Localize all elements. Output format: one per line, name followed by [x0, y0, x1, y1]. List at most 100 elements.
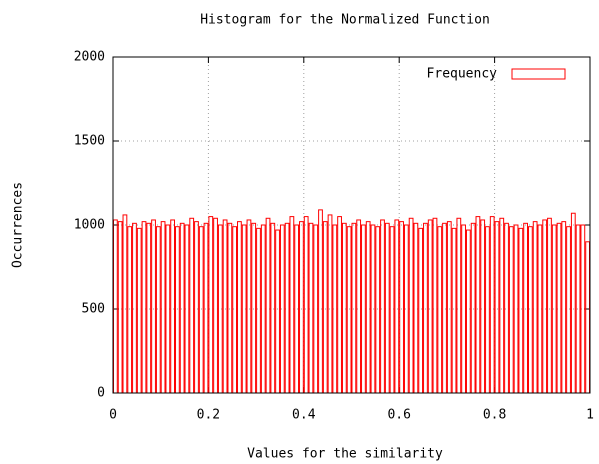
bar: [499, 217, 505, 394]
bar: [480, 219, 486, 394]
x-tick-label: 0.6: [387, 408, 410, 423]
bar: [489, 216, 495, 394]
bar: [446, 221, 452, 394]
bar: [418, 227, 424, 394]
bar: [208, 216, 214, 394]
bar: [561, 221, 567, 394]
bar: [485, 226, 490, 394]
bar: [136, 227, 142, 394]
x-tick-label: 1: [586, 408, 594, 423]
x-tick-label: 0: [109, 408, 117, 423]
bar: [556, 222, 562, 394]
bar: [194, 221, 199, 394]
bar: [566, 226, 571, 394]
bar: [270, 222, 276, 394]
bar: [551, 224, 557, 394]
bar: [356, 219, 362, 394]
bar: [394, 219, 400, 394]
bar: [237, 221, 242, 394]
bar: [432, 217, 438, 394]
x-tick-label: 0.8: [483, 408, 506, 423]
bar: [117, 221, 123, 394]
bar: [570, 212, 576, 394]
bar: [341, 222, 347, 394]
bar: [132, 222, 137, 394]
bar: [351, 222, 357, 394]
legend-swatch: [511, 68, 566, 80]
y-tick-label: 1500: [74, 134, 105, 149]
y-tick-label: 2000: [74, 50, 105, 65]
bar: [547, 217, 552, 394]
bar: [155, 226, 161, 394]
bar: [251, 222, 257, 394]
bar: [289, 216, 295, 394]
bar: [375, 226, 381, 394]
bar: [575, 224, 581, 394]
bar: [318, 209, 323, 394]
bar: [451, 227, 457, 394]
bar: [265, 217, 271, 394]
bar: [256, 227, 261, 394]
bar: [518, 227, 524, 394]
bar: [370, 224, 376, 394]
bar: [122, 214, 128, 394]
bar: [437, 226, 443, 394]
bar: [470, 222, 476, 394]
bar: [380, 219, 385, 394]
bar: [542, 219, 548, 394]
bar: [585, 241, 590, 394]
bar: [365, 221, 371, 394]
bar: [189, 217, 195, 394]
legend-label: Frequency: [427, 67, 498, 82]
bar: [175, 226, 180, 394]
bar: [170, 219, 176, 394]
bar: [127, 226, 133, 394]
bar: [504, 222, 509, 394]
bar: [423, 222, 428, 394]
bar: [399, 221, 404, 394]
bar: [213, 217, 218, 394]
y-axis-label: Occurrences: [11, 182, 26, 268]
bar: [389, 226, 395, 394]
bar: [160, 221, 166, 394]
bar: [508, 226, 514, 394]
bar: [299, 221, 304, 394]
y-tick-label: 500: [82, 302, 105, 317]
bar: [475, 216, 481, 394]
plot-border: [112, 56, 591, 394]
bar: [179, 222, 185, 394]
bar: [203, 222, 209, 394]
bar: [322, 221, 328, 394]
bar: [384, 222, 390, 394]
bar: [532, 221, 538, 394]
bar: [275, 229, 280, 394]
y-tick-label: 0: [97, 386, 105, 401]
bar: [442, 222, 447, 394]
bar: [284, 222, 290, 394]
x-tick-label: 0.4: [292, 408, 316, 423]
bar: [361, 224, 366, 394]
bar: [303, 216, 309, 394]
y-tick-label: 1000: [74, 218, 105, 233]
bar: [427, 219, 433, 394]
bar: [198, 226, 204, 394]
bar: [527, 226, 533, 394]
bar: [465, 229, 471, 394]
bar: [456, 217, 462, 394]
bar: [308, 222, 314, 394]
bar: [232, 226, 238, 394]
bar: [146, 222, 152, 394]
x-tick-label: 0.2: [197, 408, 220, 423]
x-axis-label: Values for the similarity: [247, 447, 443, 462]
bar: [113, 219, 118, 394]
bar: [141, 221, 147, 394]
bar: [246, 219, 252, 394]
bar: [346, 226, 352, 394]
bar: [337, 216, 342, 394]
bar: [151, 219, 156, 394]
bar: [222, 219, 228, 394]
bar: [494, 221, 500, 394]
bar: [327, 214, 333, 394]
bar: [461, 224, 466, 394]
